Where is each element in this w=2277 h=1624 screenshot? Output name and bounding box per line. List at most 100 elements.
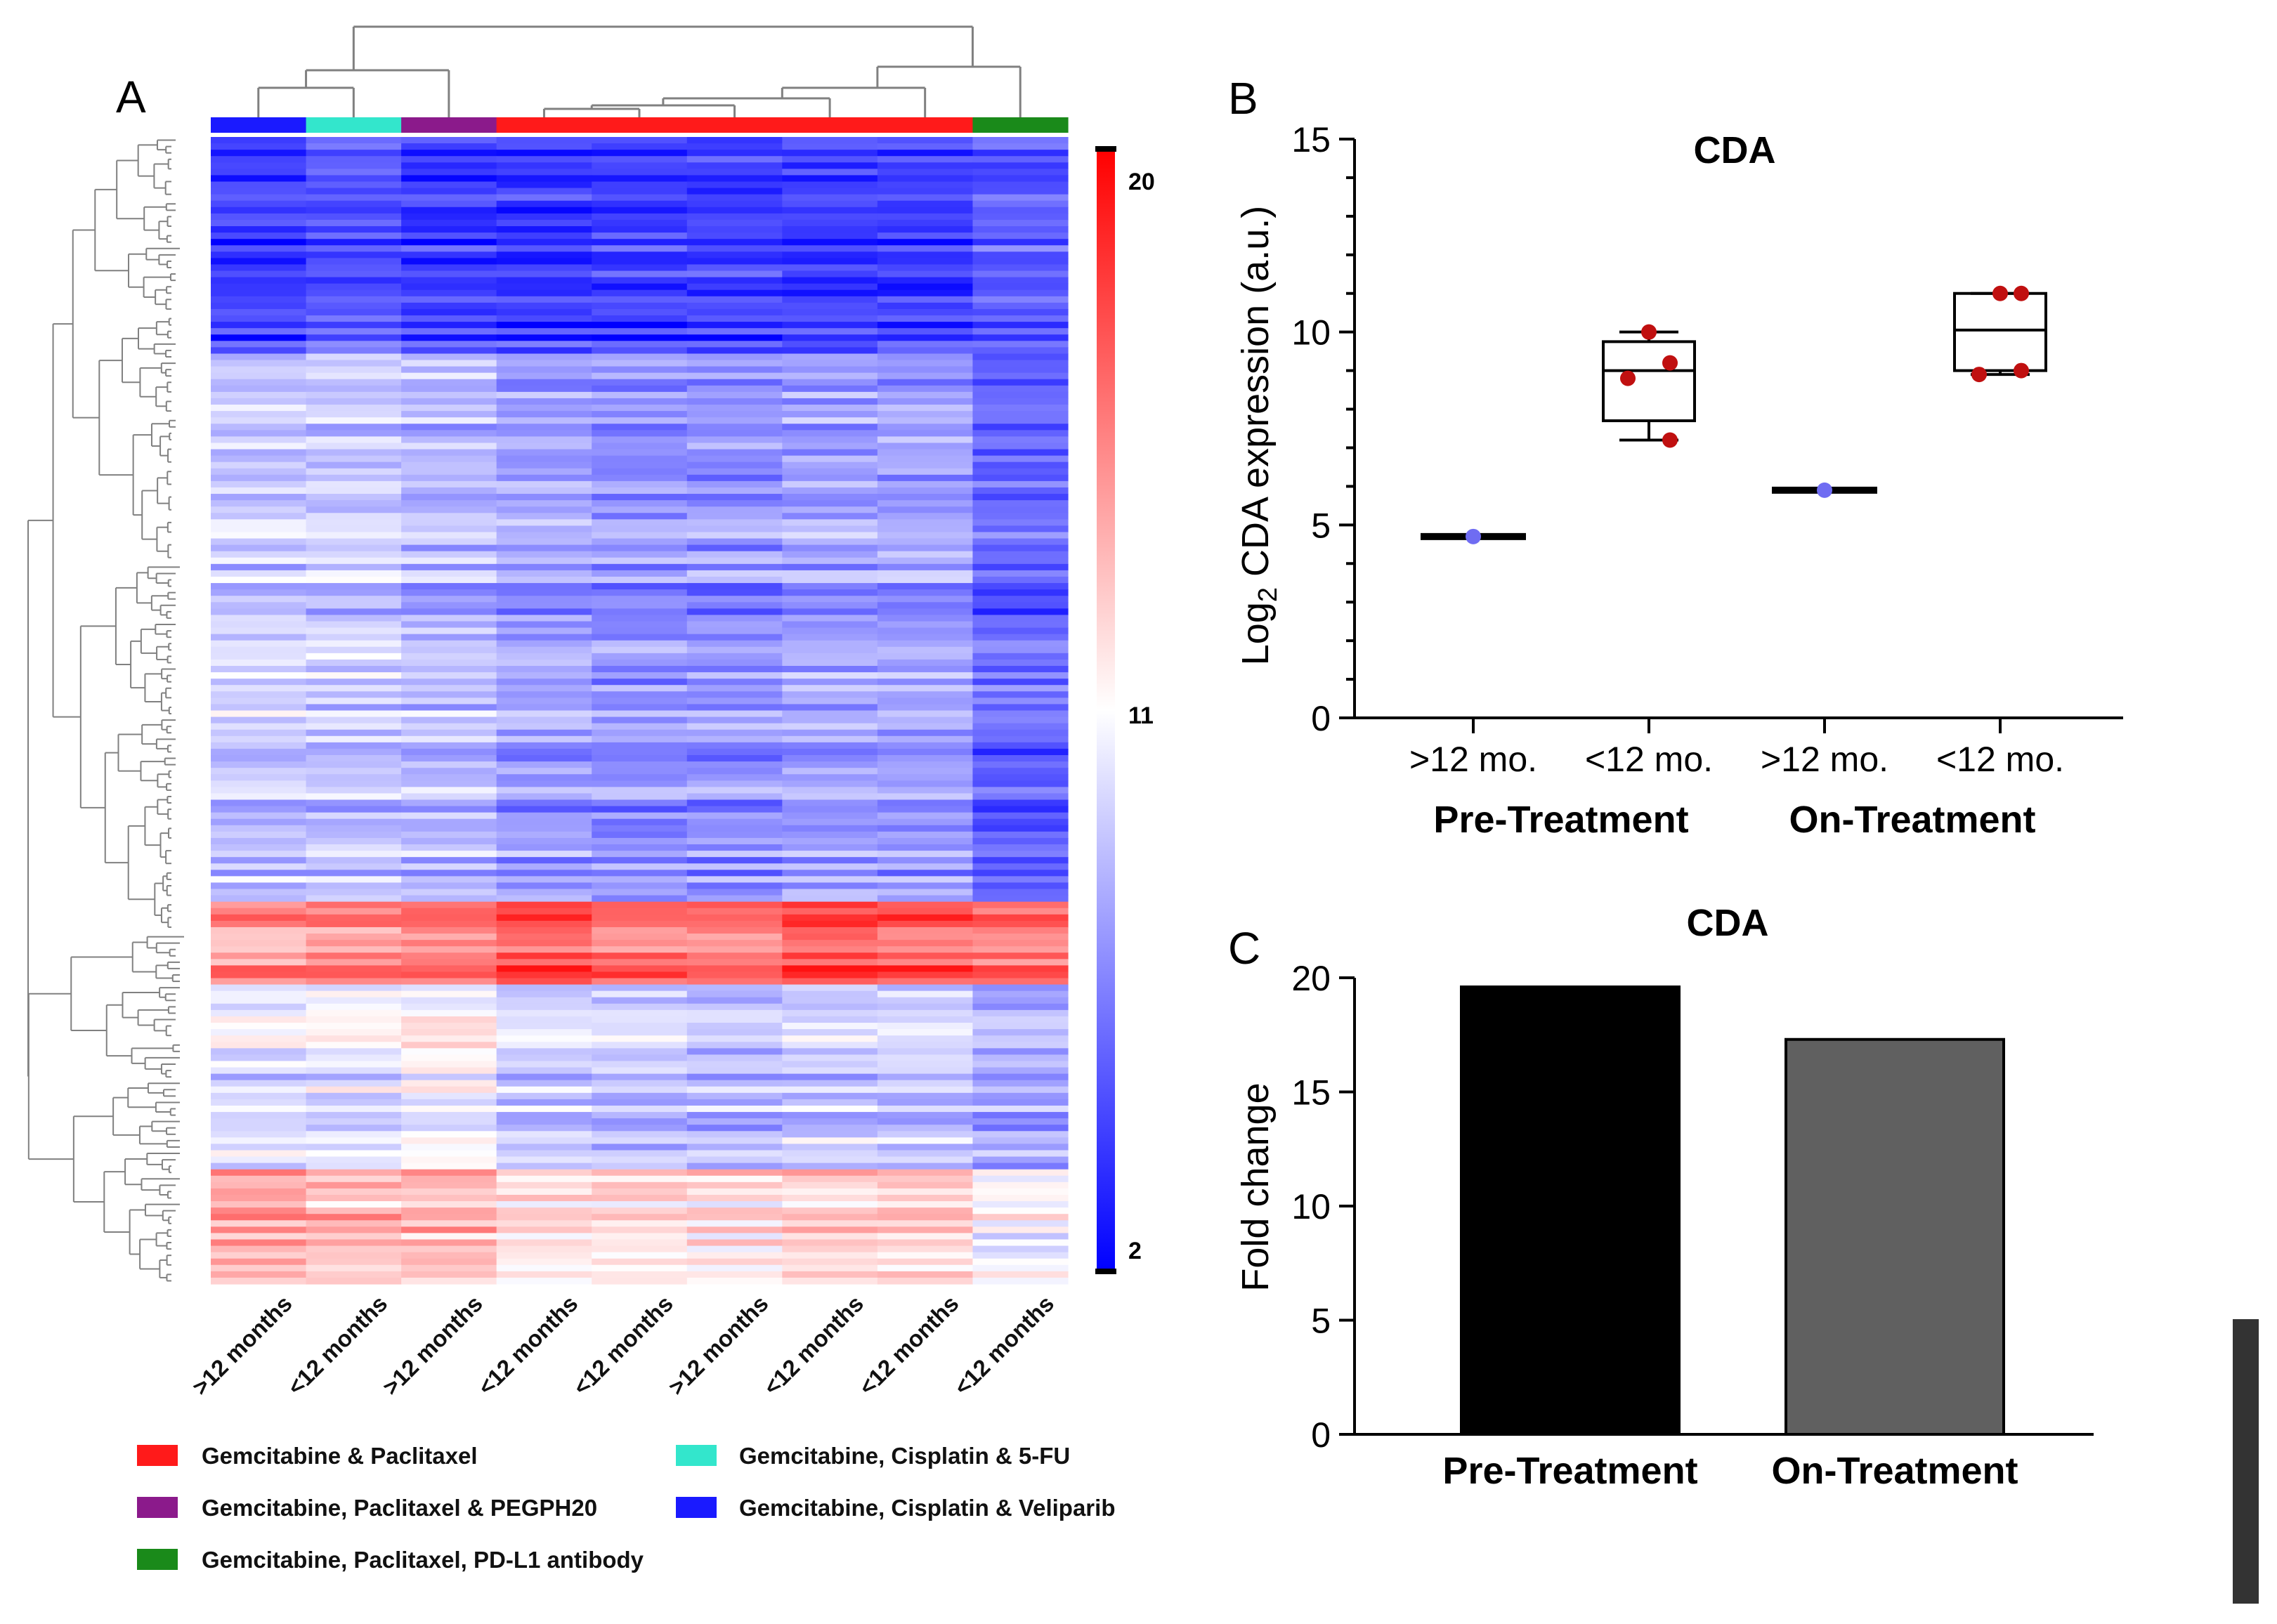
heatmap-cell [686, 1009, 783, 1017]
heatmap-cell [686, 1194, 783, 1202]
heatmap-cell [211, 1220, 307, 1227]
heatmap-cell [496, 965, 592, 973]
heatmap-cell [592, 322, 688, 329]
heatmap-cell [686, 417, 783, 424]
heatmap-cell [877, 1105, 974, 1113]
heatmap-cell [211, 934, 307, 941]
heatmap-cell [592, 1181, 688, 1189]
heatmap-cell [972, 908, 1069, 915]
heatmap-cell [401, 748, 497, 756]
heatmap-cell [686, 449, 783, 457]
heatmap-cell [592, 984, 688, 992]
heatmap-cell [496, 1181, 592, 1189]
heatmap-cell [306, 653, 402, 660]
heatmap-cell [782, 169, 878, 176]
heatmap-cell [686, 634, 783, 641]
heatmap-cell [306, 761, 402, 768]
heatmap-cell [306, 461, 402, 469]
heatmap-cell [496, 347, 592, 355]
heatmap-cell [972, 341, 1069, 348]
heatmap-cell [877, 366, 974, 374]
heatmap-cell [401, 825, 497, 832]
heatmap-cell [592, 653, 688, 660]
heatmap-cell [877, 1239, 974, 1247]
heatmap-cell [592, 831, 688, 839]
heatmap-cell [877, 990, 974, 998]
heatmap-cell [877, 946, 974, 953]
heatmap-cell [306, 1277, 402, 1285]
heatmap-cell [211, 532, 307, 539]
heatmap-cell [592, 646, 688, 654]
heatmap-cell [877, 169, 974, 176]
heatmap-cell [496, 1118, 592, 1125]
group-label: Pre-Treatment [1433, 799, 1688, 841]
heatmap-cell [686, 430, 783, 437]
heatmap-cell [306, 984, 402, 992]
heatmap-cell [592, 1099, 688, 1106]
heatmap-cell [211, 1226, 307, 1234]
heatmap-cell [306, 1112, 402, 1119]
heatmap-cell [306, 729, 402, 737]
heatmap-cell [401, 851, 497, 858]
heatmap-cell [686, 971, 783, 979]
heatmap-cell [782, 461, 878, 469]
heatmap-cell [401, 277, 497, 284]
heatmap-cell [306, 1181, 402, 1189]
heatmap-cell [401, 461, 497, 469]
heatmap-cell [686, 200, 783, 208]
heatmap-cell [496, 430, 592, 437]
heatmap-cell [401, 1271, 497, 1278]
heatmap-cell [211, 1144, 307, 1151]
heatmap-cell [211, 213, 307, 221]
heatmap-cell [972, 347, 1069, 355]
heatmap-cell [877, 698, 974, 705]
heatmap-cell [877, 494, 974, 501]
heatmap-cell [782, 780, 878, 787]
heatmap-cell [782, 615, 878, 622]
heatmap-cell [496, 1271, 592, 1278]
heatmap-cell [686, 1245, 783, 1253]
heatmap-cell [306, 347, 402, 355]
heatmap-cell [496, 946, 592, 953]
heatmap-cell [877, 940, 974, 947]
heatmap-cell [686, 219, 783, 227]
heatmap-cell [686, 194, 783, 202]
heatmap-cell [496, 1067, 592, 1075]
heatmap-cell [877, 334, 974, 341]
heatmap-cell [496, 233, 592, 240]
heatmap-cell [592, 729, 688, 737]
heatmap-cell [306, 366, 402, 374]
heatmap-cell [496, 984, 592, 992]
heatmap-cell [592, 1092, 688, 1100]
heatmap-cell [401, 385, 497, 393]
heatmap-cell [401, 194, 497, 202]
heatmap-cell [686, 1264, 783, 1272]
heatmap-cell [782, 468, 878, 476]
heatmap-cell [592, 563, 688, 571]
heatmap-cell [782, 239, 878, 246]
heatmap-cell [592, 143, 688, 150]
heatmap-cell [877, 608, 974, 616]
heatmap-cell [782, 748, 878, 756]
heatmap-cell [496, 1112, 592, 1119]
heatmap-cell [211, 487, 307, 495]
heatmap-cell [306, 863, 402, 870]
heatmap-cell [306, 506, 402, 513]
heatmap-cell [782, 1016, 878, 1023]
heatmap-cell [306, 1131, 402, 1138]
heatmap-cell [211, 787, 307, 794]
heatmap-cell [686, 710, 783, 718]
heatmap-cell [972, 729, 1069, 737]
heatmap-cell [592, 544, 688, 552]
heatmap-cell [496, 308, 592, 316]
heatmap-cell [972, 1239, 1069, 1247]
y-label-log: Log [1234, 602, 1277, 665]
heatmap-cell [211, 455, 307, 463]
heatmap-cell [496, 283, 592, 291]
heatmap-cell [496, 239, 592, 246]
heatmap-cell [877, 1016, 974, 1023]
heatmap-cell [306, 990, 402, 998]
heatmap-cell [496, 538, 592, 546]
heatmap-cell [401, 729, 497, 737]
heatmap-cell [496, 627, 592, 635]
